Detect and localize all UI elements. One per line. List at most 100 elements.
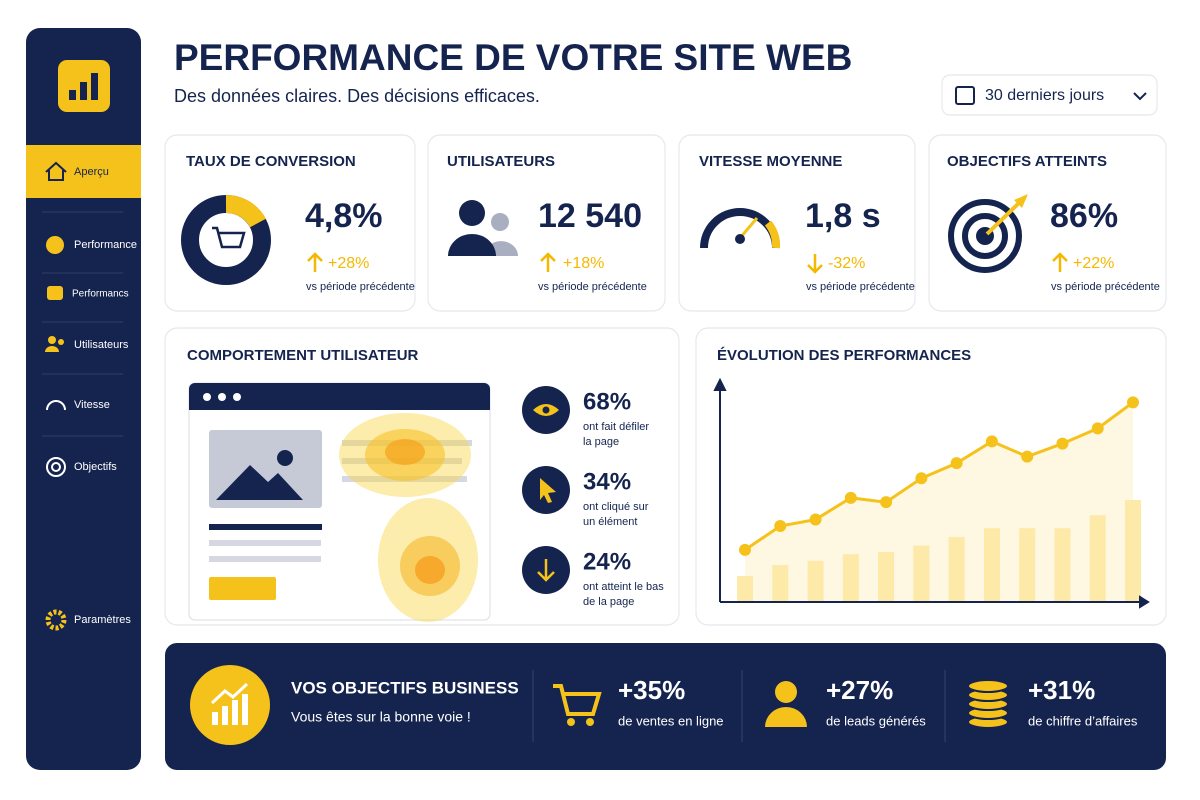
image-sun	[277, 450, 293, 466]
chart-plot	[737, 396, 1141, 602]
bar	[807, 560, 824, 602]
bar	[772, 565, 789, 602]
point	[1127, 396, 1139, 409]
kpi-value: 4,8%	[305, 197, 383, 235]
chart-axes	[713, 377, 1150, 609]
date-selector[interactable]	[941, 74, 1158, 116]
nav-item[interactable]: Utilisateurs	[74, 339, 129, 351]
banner-chart-icon	[212, 694, 248, 725]
card-title: COMPORTEMENT UTILISATEUR	[187, 347, 419, 364]
area	[745, 402, 1133, 602]
point	[950, 457, 963, 470]
kpi-label: UTILISATEURS	[447, 153, 555, 170]
nav-icon	[46, 400, 66, 411]
arrow-up	[1052, 252, 1068, 272]
cursor-icon	[540, 478, 556, 503]
evolution-card	[695, 327, 1167, 626]
kpi-note: vs période précédente	[306, 281, 415, 293]
bar	[948, 536, 965, 602]
bar	[878, 552, 895, 602]
kpi-change: +18%	[563, 255, 604, 272]
kpi-note: vs période précédente	[806, 281, 915, 293]
person-icon	[765, 681, 807, 727]
nav-dividers	[42, 211, 123, 437]
nav-item[interactable]: Paramètres	[74, 614, 131, 626]
point	[1021, 450, 1034, 463]
chevron	[1133, 92, 1147, 101]
nav-item[interactable]: Vitesse	[74, 399, 110, 411]
image-mountain	[216, 465, 303, 500]
settings-icon	[45, 609, 67, 631]
cart-icon	[553, 684, 602, 716]
logo-icon	[69, 73, 98, 100]
banner-stat-text: de leads générés	[826, 713, 926, 728]
banner-dividers	[532, 670, 946, 742]
banner-stat-text: de ventes en ligne	[618, 713, 724, 728]
stat-text: ont atteint le bas	[583, 581, 664, 593]
point	[844, 491, 857, 504]
point	[1091, 422, 1104, 435]
nav-item[interactable]: Objectifs	[74, 461, 117, 473]
text-line	[209, 524, 322, 530]
nav-icon	[45, 336, 64, 352]
banner-trend	[210, 682, 249, 705]
kpi-card	[678, 134, 916, 312]
banner-stat-value: +31%	[1028, 675, 1095, 705]
gauge-hub	[735, 234, 745, 244]
kpi-label: TAUX DE CONVERSION	[186, 153, 356, 170]
banner-icon	[190, 665, 270, 745]
stat-value: 24%	[583, 548, 631, 575]
heatmap	[339, 413, 478, 622]
coins-icon	[967, 679, 1009, 729]
arrow-up	[307, 252, 323, 272]
kpi-label: OBJECTIFS ATTEINTS	[947, 153, 1107, 170]
stat-text: de la page	[583, 596, 634, 608]
eye-pupil	[542, 406, 550, 414]
page-subtitle: Des données claires. Des décisions effic…	[174, 86, 540, 106]
home-icon	[45, 161, 67, 181]
stat-text: ont cliqué sur	[583, 501, 649, 513]
banner-stat-value: +35%	[618, 675, 685, 705]
point	[774, 520, 787, 533]
stat-text: un élément	[583, 516, 637, 528]
card-title: ÉVOLUTION DES PERFORMANCES	[717, 347, 971, 364]
point	[809, 513, 822, 526]
nav-item[interactable]: Performance	[74, 239, 137, 251]
browser-bar	[189, 383, 490, 410]
banner-title: VOS OBJECTIFS BUSINESS	[291, 678, 519, 697]
nav-icon	[47, 286, 63, 300]
target-arrowhead	[1014, 194, 1028, 208]
button-placeholder	[209, 577, 276, 600]
down-icon	[537, 559, 555, 582]
stat-value: 68%	[583, 388, 631, 415]
point	[985, 435, 998, 448]
nav-icon	[46, 236, 64, 254]
target-icon	[948, 199, 1022, 273]
cart-wheels	[567, 718, 594, 726]
cart-icon	[212, 226, 246, 249]
arrow-down	[807, 254, 823, 274]
bar	[1019, 528, 1036, 602]
nav-active	[26, 145, 141, 198]
nav-item[interactable]: Aperçu	[74, 166, 109, 178]
arrow-up	[540, 252, 556, 272]
bar	[1125, 500, 1141, 602]
kpi-change: -32%	[828, 255, 865, 272]
browser-dots	[203, 393, 241, 401]
bar	[983, 528, 1000, 602]
stat-text: ont fait défiler	[583, 421, 649, 433]
target-arrow	[985, 198, 1024, 236]
point	[915, 472, 928, 485]
bar	[1089, 515, 1106, 602]
banner-stat-text: de chiffre d’affaires	[1028, 713, 1138, 728]
kpi-value: 86%	[1050, 197, 1118, 235]
kpi-change: +22%	[1073, 255, 1114, 272]
nav-icon	[46, 457, 66, 477]
date-range[interactable]: 30 derniers jours	[985, 87, 1104, 104]
nav-item[interactable]: Performancs	[72, 289, 129, 300]
users-icon	[448, 200, 518, 256]
point	[880, 496, 893, 509]
